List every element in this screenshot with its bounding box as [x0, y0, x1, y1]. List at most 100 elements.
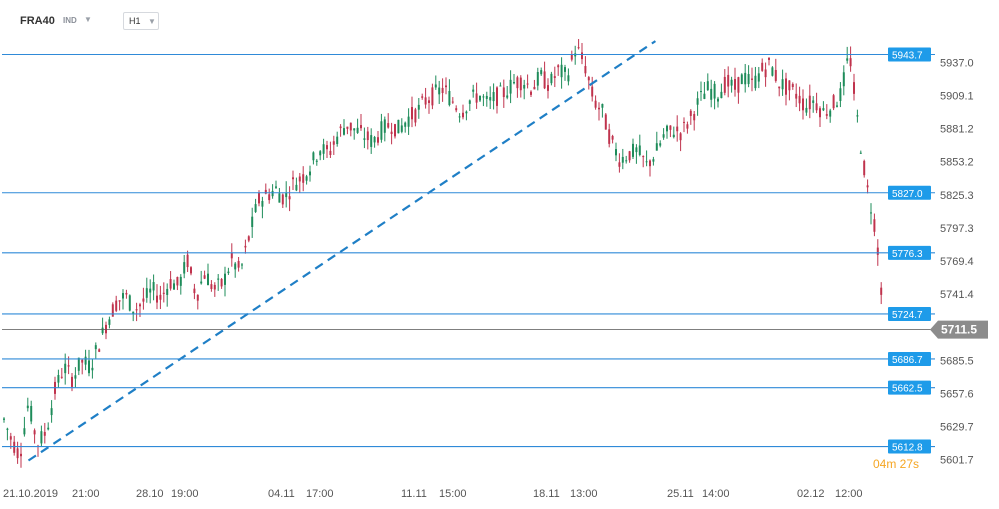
candle-body [523, 84, 526, 89]
time-tick-label: 15:00 [439, 488, 467, 500]
candle-body [584, 66, 587, 74]
time-tick-label: 18.11 [533, 488, 560, 500]
price-axis: 5937.0 5909.1 5881.2 5853.2 5825.3 5797.3 5769… [940, 57, 974, 466]
candle-body [142, 298, 145, 302]
candle-body [26, 405, 29, 409]
candle-body [764, 69, 767, 78]
candle-body [81, 359, 84, 363]
candle-body [822, 108, 825, 111]
candle-body [60, 376, 63, 378]
candle-body [71, 376, 73, 387]
candle-body [706, 81, 709, 91]
candle-body [679, 133, 682, 141]
candle-body [434, 84, 437, 88]
candle-body [9, 436, 12, 440]
dashed-trendline [27, 40, 657, 462]
candle-body [771, 67, 774, 76]
candle-body [744, 72, 747, 85]
price-tick-label: 5741.4 [940, 289, 974, 301]
candle-body [47, 427, 50, 430]
countdown-label: 04m 27s [873, 457, 919, 471]
candle-body [849, 58, 852, 67]
candle-body [227, 271, 230, 274]
candle-body [6, 428, 9, 430]
candle-body [247, 236, 250, 241]
timeframe-selector[interactable]: H1 ▼ [123, 12, 159, 30]
candle-body [492, 92, 495, 102]
candle-body [815, 103, 818, 111]
candle-body [693, 114, 696, 121]
candle-body [723, 76, 726, 93]
candle-body [339, 126, 342, 129]
candle-body [645, 161, 648, 163]
candle-body [632, 143, 634, 157]
candle-body [360, 125, 362, 129]
candle-body [778, 86, 781, 89]
time-axis: 21.10.2019 21:00 28.10 19:00 04.11 17:00 11.11… [3, 488, 863, 500]
candle-body [414, 109, 417, 123]
candle-body [567, 75, 570, 82]
candle-body [754, 75, 757, 89]
candle-body [846, 58, 849, 61]
candle-body [448, 90, 451, 106]
candle-body [598, 107, 600, 110]
time-tick-label: 21.10.2019 [3, 488, 58, 500]
candle-body [336, 136, 339, 145]
candle-body [295, 184, 298, 191]
candle-body [482, 96, 485, 98]
candle-body [33, 430, 36, 435]
candle-body [700, 91, 702, 93]
time-tick-label: 12:00 [835, 488, 863, 500]
candle-body [659, 143, 662, 146]
candle-body [866, 185, 869, 188]
candle-body [713, 83, 716, 99]
candle-body [686, 124, 689, 129]
candle-body [499, 85, 502, 87]
market-dropdown-icon[interactable]: ▼ [84, 15, 92, 24]
candle-body [220, 279, 223, 287]
candle-body [101, 327, 104, 334]
price-tick-label: 5601.7 [940, 455, 974, 467]
time-tick-label: 14:00 [702, 488, 730, 500]
candle-body [774, 69, 777, 81]
candle-body [703, 93, 706, 99]
candle-body [193, 288, 196, 294]
price-overlay: 5711.5 04m 27s [2, 320, 988, 471]
candle-body [275, 186, 277, 188]
candle-body [16, 448, 19, 459]
candle-body [207, 273, 209, 286]
candle-body [156, 295, 158, 303]
candle-body [805, 107, 808, 113]
candle-body [23, 428, 26, 435]
chart-toolbar: FRA40 IND ▼ H1 ▼ [0, 0, 300, 34]
candle-body [315, 160, 318, 162]
time-tick-label: 04.11 [268, 488, 295, 500]
candle-body [496, 87, 498, 106]
symbol-label[interactable]: FRA40 [20, 15, 55, 27]
candle-body [312, 152, 315, 161]
candle-body [557, 65, 560, 68]
candle-body [421, 96, 424, 98]
candle-body [251, 216, 254, 227]
candle-body [730, 79, 733, 86]
candle-body [122, 293, 124, 299]
candle-body [465, 111, 468, 114]
candle-body [696, 98, 699, 105]
candle-body [105, 324, 107, 334]
candle-body [812, 100, 815, 103]
candle-body [305, 176, 308, 181]
candle-body [346, 126, 349, 129]
candle-body [655, 143, 658, 151]
candle-body [309, 171, 311, 176]
candle-body [132, 311, 135, 314]
candle-body [13, 441, 16, 453]
candle-body [615, 149, 617, 156]
level-badge [888, 245, 931, 260]
candle-body [553, 76, 556, 78]
candle-body [451, 101, 454, 103]
market-type-label[interactable]: IND [63, 16, 77, 25]
candle-body [475, 93, 478, 103]
candle-body [669, 125, 672, 130]
candle-body [173, 283, 175, 290]
